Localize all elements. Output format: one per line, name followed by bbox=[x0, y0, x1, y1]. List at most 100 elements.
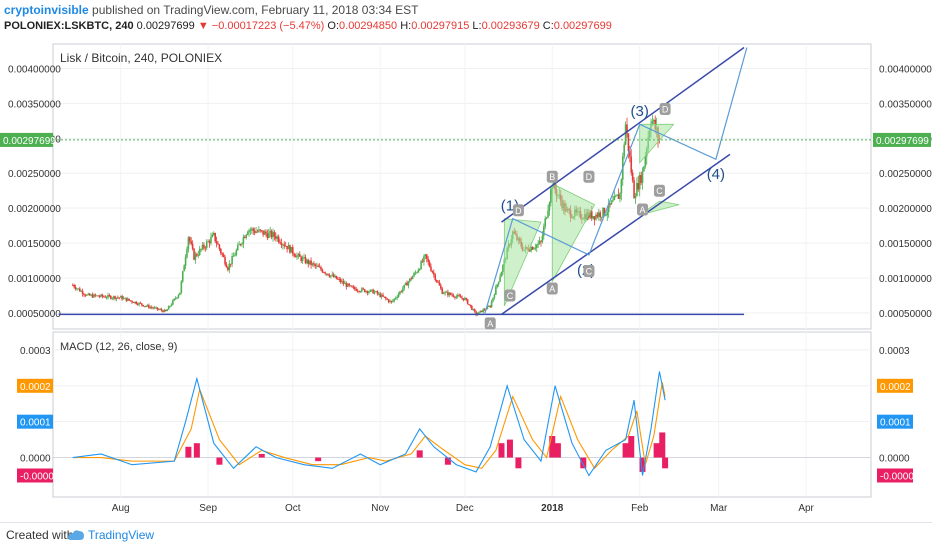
harmonic-pattern[interactable] bbox=[639, 123, 675, 164]
candle-body bbox=[255, 231, 257, 233]
candle-body bbox=[471, 306, 473, 310]
candle-body bbox=[296, 255, 298, 258]
price-tick-label-left: 0.00400000 bbox=[8, 64, 61, 75]
price-pane[interactable]: 0.004000000.003500000.003000000.00250000… bbox=[0, 43, 932, 330]
channel-upper-line[interactable] bbox=[501, 46, 745, 223]
tradingview-logo-icon[interactable] bbox=[66, 528, 86, 542]
candle-body bbox=[71, 284, 74, 286]
open-value: 0.00294850 bbox=[339, 20, 398, 32]
candle-body bbox=[330, 275, 332, 277]
candle-body bbox=[599, 212, 602, 218]
candle-body bbox=[444, 291, 446, 294]
time-axis[interactable]: Aug Sep Oct Nov Dec 2018 Feb Mar Apr bbox=[112, 503, 815, 514]
last-price-tag-text: 0.00297699 bbox=[876, 136, 929, 147]
candle-body bbox=[307, 259, 310, 265]
candle-body bbox=[166, 309, 169, 312]
elliott-wave-path[interactable] bbox=[483, 47, 748, 315]
candle-body bbox=[139, 302, 142, 304]
candle-body bbox=[543, 226, 545, 236]
candle-body bbox=[300, 256, 303, 261]
candle-body bbox=[606, 212, 609, 216]
macd-value-tag-text: -0.0000 bbox=[20, 471, 54, 482]
macd-tick-label-left: 0.0003 bbox=[20, 346, 51, 357]
price-axis-right[interactable]: 0.004000000.003500000.003000000.00250000… bbox=[879, 64, 932, 319]
candle-body bbox=[150, 307, 153, 308]
candle-body bbox=[630, 156, 633, 173]
harmonic-pattern[interactable] bbox=[639, 200, 680, 216]
time-tick-label: Apr bbox=[798, 503, 814, 514]
author-link[interactable]: cryptoinvisible bbox=[4, 3, 89, 17]
candle-body bbox=[627, 133, 630, 152]
candle-body bbox=[366, 291, 369, 293]
candle-body bbox=[208, 241, 211, 244]
point-label-box bbox=[546, 282, 558, 295]
point-label-box bbox=[583, 170, 595, 183]
candle-body bbox=[409, 278, 411, 282]
candle-body bbox=[214, 232, 216, 242]
candle-body bbox=[184, 257, 187, 266]
candle-body bbox=[266, 233, 269, 238]
published-text: published on TradingView.com, February 1… bbox=[92, 3, 419, 17]
candle-body bbox=[533, 248, 535, 250]
chart-canvas[interactable]: 0.004000000.003500000.003000000.00250000… bbox=[0, 0, 932, 522]
candle-body bbox=[246, 232, 249, 235]
candle-body bbox=[118, 297, 121, 299]
point-label-box bbox=[653, 184, 665, 197]
candle-body bbox=[81, 291, 84, 295]
candle-body bbox=[547, 210, 549, 218]
price-tick-label-right: 0.00250000 bbox=[879, 169, 932, 180]
macd-value-tag bbox=[877, 414, 913, 429]
candle-body bbox=[105, 297, 108, 299]
price-change: −0.00017223 (−5.47%) bbox=[211, 20, 325, 32]
candle-body bbox=[610, 201, 613, 205]
candle-body bbox=[207, 241, 209, 243]
candle-body bbox=[595, 214, 597, 220]
close-value: 0.00297699 bbox=[553, 20, 612, 32]
candle-body bbox=[190, 241, 193, 244]
candle-body bbox=[538, 241, 541, 244]
candle-body bbox=[427, 258, 429, 262]
candle-body bbox=[95, 295, 98, 297]
chart-header: cryptoinvisible published on TradingView… bbox=[0, 0, 932, 40]
candle-body bbox=[458, 295, 460, 297]
harmonic-pattern[interactable] bbox=[503, 218, 542, 307]
macd-histogram-bar bbox=[653, 443, 660, 458]
candle-body bbox=[229, 263, 232, 265]
candle-body bbox=[236, 245, 239, 251]
price-grid bbox=[53, 44, 871, 329]
candle-body bbox=[235, 250, 238, 256]
macd-value-tags: 0.0002 0.0002 0.0001 0.0001 -0.0000 -0.0000 bbox=[17, 378, 914, 483]
point-label: D bbox=[662, 104, 669, 114]
candle-body bbox=[279, 241, 281, 244]
point-label: C bbox=[656, 186, 663, 196]
candle-body bbox=[377, 293, 380, 295]
macd-histogram-bar bbox=[416, 450, 423, 458]
candle-body bbox=[228, 263, 231, 270]
candle-body bbox=[313, 263, 315, 265]
macd-grid bbox=[53, 332, 871, 497]
last-price-tag-text: 0.00297699 bbox=[3, 136, 56, 147]
macd-histogram-bar bbox=[258, 453, 265, 458]
candle-body bbox=[493, 294, 496, 298]
candle-body bbox=[114, 296, 116, 300]
candle-body bbox=[262, 230, 264, 235]
macd-axis-left[interactable]: 0.0003 0.0002 0.0001 0.0000 bbox=[20, 346, 51, 465]
candle-body bbox=[225, 264, 228, 268]
macd-histogram-bar bbox=[549, 436, 556, 458]
candle-body bbox=[346, 283, 349, 287]
candle-body bbox=[616, 194, 618, 196]
point-label: D bbox=[586, 172, 593, 182]
candle-body bbox=[430, 266, 432, 271]
candle-body bbox=[301, 257, 304, 261]
macd-axis-right[interactable]: 0.0003 0.0002 0.0001 0.0000 bbox=[879, 346, 910, 465]
candle-body bbox=[145, 306, 147, 307]
candle-body bbox=[478, 311, 480, 314]
tradingview-link[interactable]: TradingView bbox=[88, 528, 155, 542]
channel-lower-line[interactable] bbox=[501, 153, 731, 315]
candle-body bbox=[174, 298, 177, 299]
harmonic-pattern[interactable] bbox=[551, 183, 596, 282]
candle-body bbox=[125, 297, 128, 301]
point-label: C bbox=[586, 267, 593, 277]
